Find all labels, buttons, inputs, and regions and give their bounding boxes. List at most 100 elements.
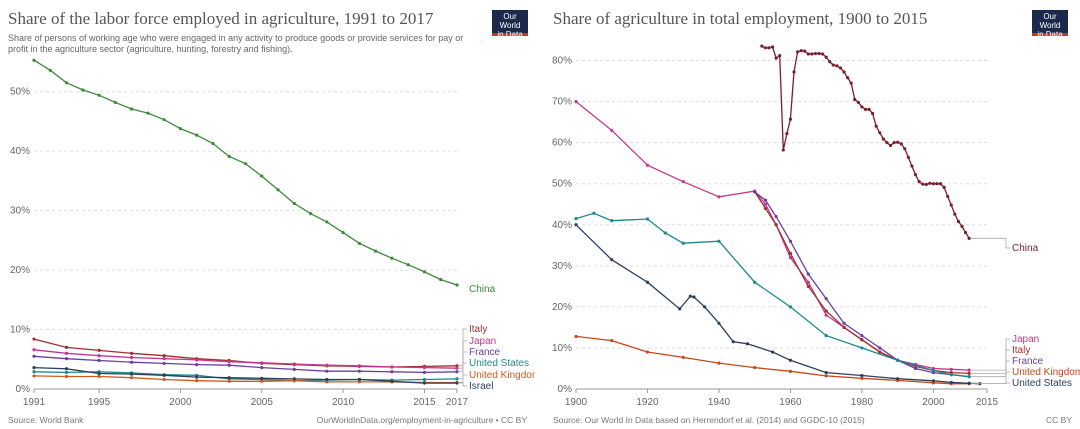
data-point-china [931,182,935,186]
x-tick-label: 1991 [23,397,46,408]
data-point-china [956,219,961,224]
data-point-france [64,357,69,361]
data-point-united-states [688,294,692,298]
data-point-china [813,51,818,56]
series-label-france[interactable]: France [469,347,501,358]
data-point-france [806,272,810,276]
data-point-israel [97,371,101,376]
data-point-france [763,198,768,202]
data-point-israel [195,375,199,379]
series-label-united-kingdom[interactable]: United Kingdom [469,370,535,381]
data-point-china [48,68,52,72]
data-point-united-states [422,377,427,382]
data-point-china [162,118,166,122]
data-point-netherlands [681,241,685,245]
chart-subtitle: Share of persons of working age who were… [8,33,464,54]
label-leader-line [459,351,467,373]
data-point-italy [97,348,101,352]
y-tick-label: 70% [552,97,572,108]
data-point-china [963,230,968,235]
series-label-italy[interactable]: Italy [1012,345,1030,356]
data-point-china [422,270,427,274]
series-line-france[interactable] [33,355,458,374]
data-point-united-states [455,377,459,381]
data-point-united-kingdom [574,334,578,339]
data-point-united-states [931,379,935,383]
series-label-united-kingdom[interactable]: United Kingdom [1012,367,1080,378]
chart-panel-2: Share of agriculture in total employment… [545,0,1080,429]
series-label-japan[interactable]: Japan [1012,334,1039,345]
data-point-china [32,58,36,62]
data-point-china [276,188,280,192]
owid-logo[interactable]: Our World in Data [1032,10,1068,39]
series-line-united-kingdom[interactable] [575,335,970,385]
series-line-italy[interactable] [754,191,970,375]
logo-text-2: in Data [1037,30,1063,39]
series-line-china[interactable] [33,59,458,286]
data-point-china [867,107,871,111]
series-label-united-states[interactable]: United States [1012,378,1072,389]
data-point-italy [878,350,882,354]
data-point-netherlands [717,239,721,243]
series-line-united-kingdom[interactable] [33,375,457,384]
series-line-japan[interactable] [575,101,970,371]
data-point-france [195,363,199,367]
data-point-china [81,88,85,92]
data-point-china [785,132,789,136]
series-line-france[interactable] [754,191,970,378]
series-line-israel[interactable] [33,366,457,384]
data-point-italy [967,371,971,375]
series-label-israel[interactable]: Israel [469,381,493,392]
y-tick-label: 30% [10,206,30,217]
data-point-china [942,185,946,190]
data-point-united-states [788,358,793,362]
series-label-china[interactable]: China [1012,243,1039,254]
data-point-china [113,100,117,105]
data-point-china [788,117,793,121]
series-label-united-states[interactable]: United States [469,358,529,369]
owid-logo[interactable]: Our World in Data [492,10,528,39]
data-point-france [260,365,264,370]
data-point-italy [860,338,864,342]
data-point-united-kingdom [824,374,828,378]
data-point-china [881,137,885,141]
data-point-united-kingdom [32,374,36,378]
data-point-united-kingdom [717,361,721,365]
data-point-japan [260,361,264,365]
data-point-china [406,263,410,267]
data-point-china [799,49,803,53]
data-point-china [849,81,853,85]
x-tick-label: 2000 [922,397,945,408]
series-label-china[interactable]: China [469,284,496,295]
series-label-france[interactable]: France [1012,356,1044,367]
data-point-japan [806,280,810,284]
x-tick-label: 2010 [332,397,355,408]
source-url[interactable]: OurWorldInData.org/employment-in-agricul… [316,415,527,425]
y-tick-label: 50% [552,179,572,190]
data-point-israel [455,381,459,385]
license-text[interactable]: CC BY [1046,415,1072,425]
data-point-united-states [860,373,864,378]
series-line-united-states[interactable] [33,371,458,382]
data-point-china [130,107,134,111]
data-point-china [913,173,918,177]
x-tick-label: 2017 [446,397,469,408]
series-line-japan[interactable] [33,349,458,369]
y-tick-label: 30% [552,261,572,272]
data-point-japan [645,163,650,167]
data-point-japan [130,355,134,360]
logo-text-1: Our World [499,12,521,30]
data-point-china [821,52,825,56]
data-point-france [860,334,864,338]
data-point-china [357,241,361,245]
data-point-united-states [645,280,650,284]
series-label-italy[interactable]: Italy [469,324,487,335]
data-point-china [806,52,810,56]
data-point-japan [824,313,828,317]
data-point-china [455,283,459,287]
data-point-united-kingdom [64,374,69,379]
series-label-japan[interactable]: Japan [469,336,496,347]
data-point-china [953,212,957,216]
data-point-israel [227,376,231,380]
series-line-united-states[interactable] [575,224,980,385]
